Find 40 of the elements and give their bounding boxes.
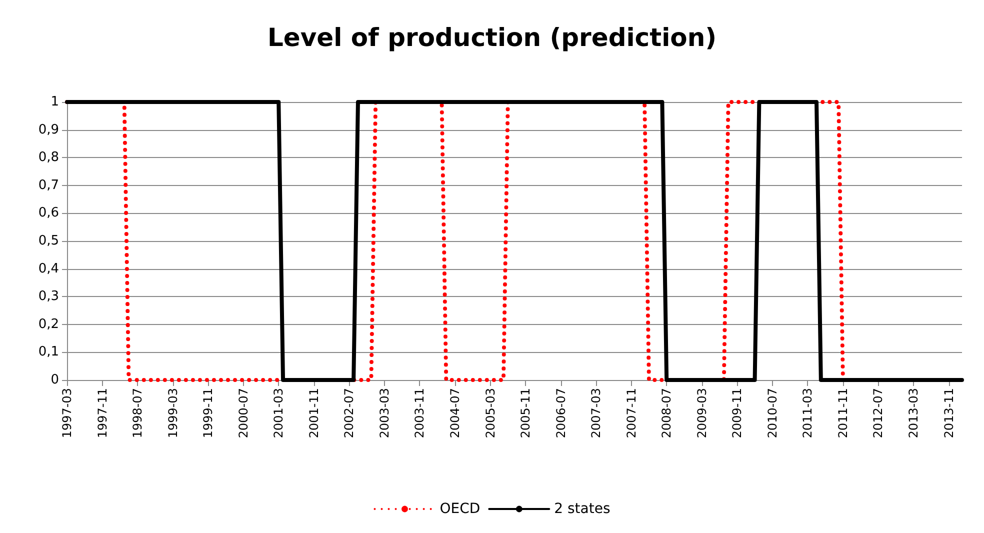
x-tick-label: 2006-07 [554, 388, 568, 438]
y-tick-label: 0,5 [38, 234, 59, 248]
x-tick-label: 2005-03 [483, 388, 498, 438]
x-tick-label: 2009-03 [694, 388, 709, 438]
x-tick-label: 2002-07 [342, 388, 356, 438]
x-tick-label: 1997-03 [60, 388, 74, 438]
x-tick-label: 2005-11 [518, 388, 533, 438]
chart-title: Level of production (prediction) [267, 23, 717, 52]
x-tick-label: 2001-11 [306, 388, 321, 438]
y-tick-label: 0,6 [38, 206, 59, 221]
x-tick-label: 2010-07 [765, 388, 780, 438]
x-tick-label: 2003-11 [412, 388, 427, 438]
y-tick-label: 0 [50, 372, 59, 388]
x-tick-label: 2013-11 [942, 388, 956, 438]
x-tick-label: 1997-11 [95, 388, 110, 438]
y-tick-label: 0,7 [38, 178, 59, 193]
x-tick-label: 2001-03 [272, 388, 286, 438]
x-tick-label: 1999-03 [166, 388, 180, 438]
y-tick-label: 0,3 [38, 289, 59, 304]
y-tick-label: 0,4 [38, 261, 59, 276]
y-tick-label: 0,8 [38, 150, 59, 166]
x-tick-label: 1998-07 [130, 388, 145, 438]
x-tick-label: 2013-03 [906, 388, 921, 438]
x-tick-label: 1999-11 [201, 388, 216, 438]
x-tick-label: 2008-07 [660, 388, 674, 438]
x-tick-label: 2009-11 [730, 388, 744, 438]
x-tick-label: 2004-07 [448, 388, 462, 438]
x-tick-label: 2000-07 [236, 388, 250, 438]
y-tick-label: 0,9 [38, 122, 59, 138]
legend-label: 2 states [554, 501, 610, 517]
y-tick-label: 0,2 [38, 316, 59, 332]
x-tick-label: 2003-03 [377, 388, 392, 438]
x-tick-label: 2012-07 [871, 388, 886, 438]
y-tick-label: 0,1 [38, 344, 59, 360]
legend-label: OECD [440, 501, 480, 517]
x-tick-label: 2011-03 [800, 388, 815, 438]
x-tick-label: 2007-03 [589, 388, 604, 438]
x-tick-label: 2011-11 [836, 388, 850, 438]
y-tick-label: 1 [50, 94, 59, 110]
x-tick-label: 2007-11 [624, 388, 638, 438]
